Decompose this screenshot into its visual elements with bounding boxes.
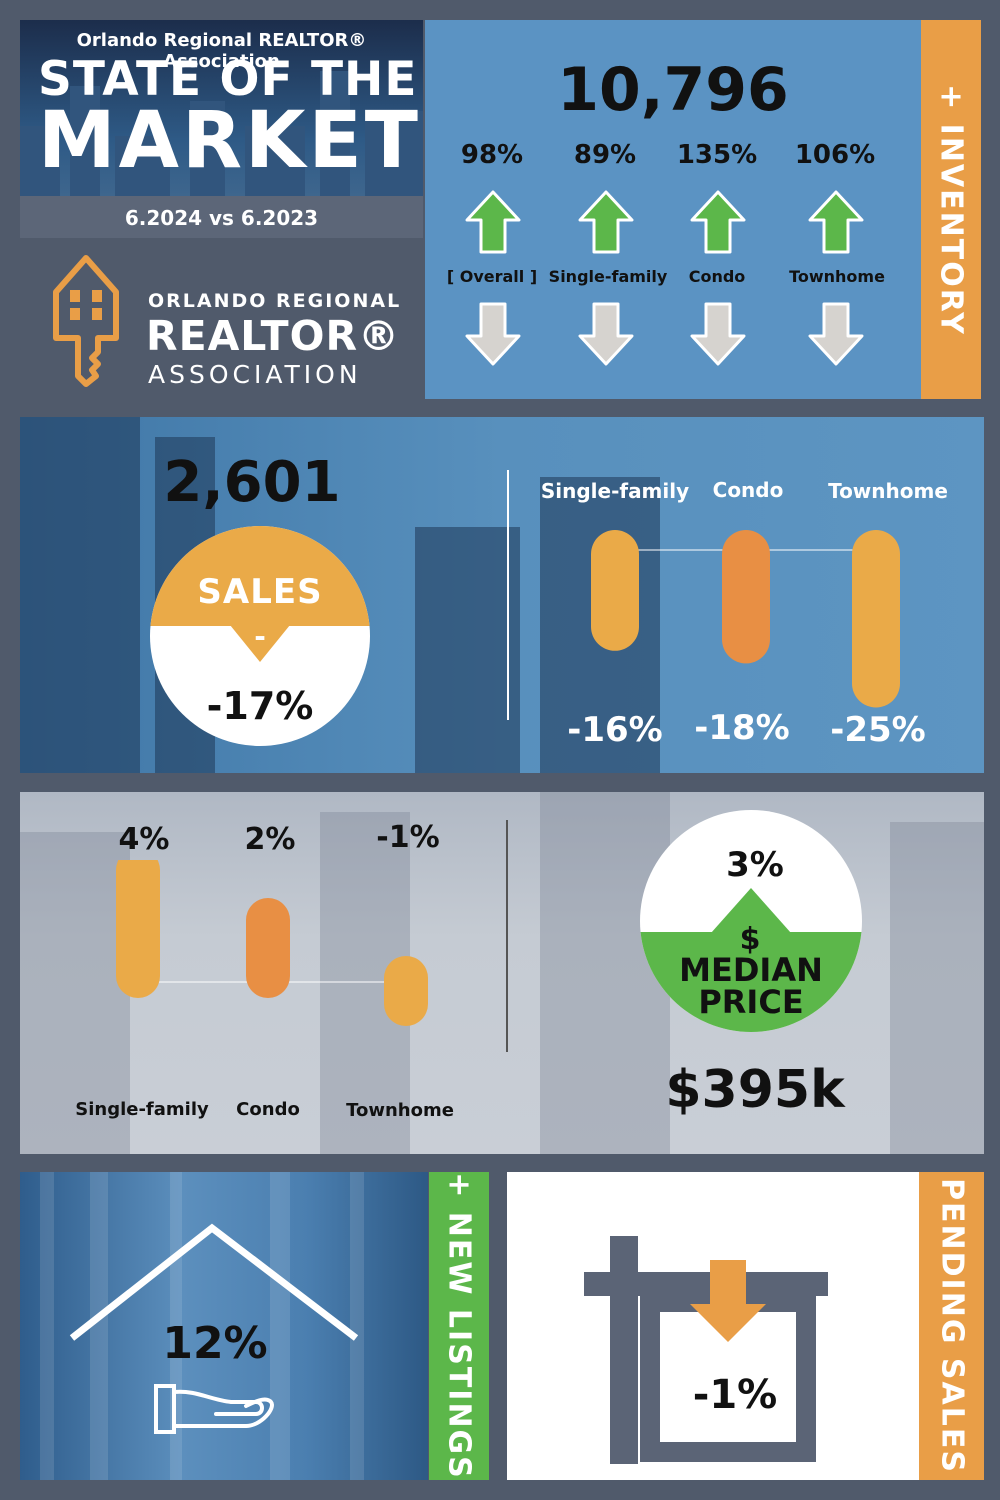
median-bar xyxy=(116,860,160,998)
skyline-building xyxy=(245,126,305,196)
pending-sales-side-label: PENDING SALES xyxy=(919,1172,984,1480)
median-bar-pct-townhome: -1% xyxy=(376,820,440,855)
background-building xyxy=(415,527,520,773)
background-building xyxy=(20,832,130,1154)
inventory-label-overall: [ Overall ] xyxy=(446,267,538,286)
up-arrow-icon xyxy=(808,190,864,254)
header-banner: Orlando Regional REALTOR® Association ST… xyxy=(20,20,423,238)
title-line-2: MARKET xyxy=(38,96,421,186)
logo-line-2: REALTOR® xyxy=(146,312,401,360)
up-arrow-icon xyxy=(465,190,521,254)
inventory-title: + INVENTORY xyxy=(933,83,969,336)
inventory-total: 10,796 xyxy=(557,55,789,125)
sales-bar xyxy=(722,530,770,664)
median-price-label: MEDIAN PRICE xyxy=(648,954,854,1018)
logo-line-1: ORLANDO REGIONAL xyxy=(148,290,402,312)
skyline-building xyxy=(20,126,60,196)
background-building xyxy=(540,792,670,1154)
median-price-pct: 3% xyxy=(726,845,784,885)
sales-bar xyxy=(591,530,639,651)
inventory-pct-single-family: 89% xyxy=(573,140,637,170)
sales-bar-pct-condo: -18% xyxy=(694,708,790,748)
background-column xyxy=(270,1172,290,1480)
date-band xyxy=(20,196,423,238)
sales-pct: -17% xyxy=(206,684,314,728)
median-divider xyxy=(506,820,508,1052)
skyline-building xyxy=(320,71,350,196)
median-price-label-line-1: MEDIAN xyxy=(679,951,823,989)
sales-label: SALES xyxy=(197,572,323,612)
median-price-badge xyxy=(640,810,862,1032)
sales-bar-pct-single-family: -16% xyxy=(567,710,663,750)
down-arrow-icon xyxy=(808,302,864,366)
up-arrow-icon xyxy=(578,190,634,254)
median-bar xyxy=(246,898,290,998)
median-price-value: $395k xyxy=(665,1060,845,1120)
sales-sign: - xyxy=(254,620,266,653)
background-building xyxy=(20,417,140,773)
skyline-building xyxy=(365,111,423,196)
inventory-label-condo: Condo xyxy=(688,267,746,286)
median-bar-chart xyxy=(116,860,428,1026)
sales-bar-pct-townhome: -25% xyxy=(830,710,926,750)
median-bar xyxy=(384,956,428,1026)
skyline-building xyxy=(190,101,225,196)
background-column xyxy=(90,1172,108,1480)
dollar-icon: $ xyxy=(739,922,761,957)
skyline-building xyxy=(70,86,100,196)
median-price-label-line-2: PRICE xyxy=(698,983,804,1021)
inventory-side-label: + INVENTORY xyxy=(921,20,981,399)
key-house-logo-icon xyxy=(53,255,119,387)
title-line-1: STATE OF THE xyxy=(38,52,418,107)
sales-bar-label-single-family: Single-family xyxy=(540,479,690,503)
pending-sales-pct: -1% xyxy=(692,1372,778,1418)
comparison-period: 6.2024 vs 6.2023 xyxy=(124,206,319,230)
median-bar-pct-single-family: 4% xyxy=(118,822,170,857)
house-hand-icon xyxy=(69,1223,359,1434)
inventory-pct-condo: 135% xyxy=(676,140,758,170)
sales-total: 2,601 xyxy=(163,450,341,515)
new-listings-title: + NEW LISTINGS xyxy=(441,1172,477,1480)
new-listings-pct: 12% xyxy=(162,1318,268,1369)
up-arrow-icon xyxy=(690,190,746,254)
inventory-pct-overall: 98% xyxy=(460,140,524,170)
pending-sales-title: PENDING SALES xyxy=(934,1178,969,1474)
inventory-pct-townhome: 106% xyxy=(794,140,876,170)
inventory-label-townhome: Townhome xyxy=(789,267,885,286)
sales-bar-label-condo: Condo xyxy=(712,478,784,502)
inventory-label-single-family: Single-family xyxy=(548,267,668,286)
median-bar-label-condo: Condo xyxy=(236,1099,300,1120)
new-listings-side-label: + NEW LISTINGS xyxy=(429,1172,489,1480)
sales-badge xyxy=(150,526,370,746)
sales-bar xyxy=(852,530,900,708)
median-bar-label-townhome: Townhome xyxy=(346,1100,454,1121)
median-bar-pct-condo: 2% xyxy=(244,822,296,857)
down-arrow-icon xyxy=(578,302,634,366)
skyline-building xyxy=(115,136,170,196)
median-bar-label-single-family: Single-family xyxy=(75,1099,209,1120)
sales-divider xyxy=(507,470,509,720)
background-column xyxy=(350,1172,364,1480)
sign-post-icon xyxy=(584,1236,828,1464)
down-arrow-icon xyxy=(465,302,521,366)
background-building xyxy=(890,822,984,1154)
sales-bar-label-townhome: Townhome xyxy=(828,479,948,503)
sales-bar-chart xyxy=(591,530,900,708)
logo-line-3: ASSOCIATION xyxy=(148,360,362,389)
association-name-small: Orlando Regional REALTOR® Association xyxy=(76,30,367,72)
background-column xyxy=(40,1172,54,1480)
down-arrow-icon xyxy=(690,302,746,366)
